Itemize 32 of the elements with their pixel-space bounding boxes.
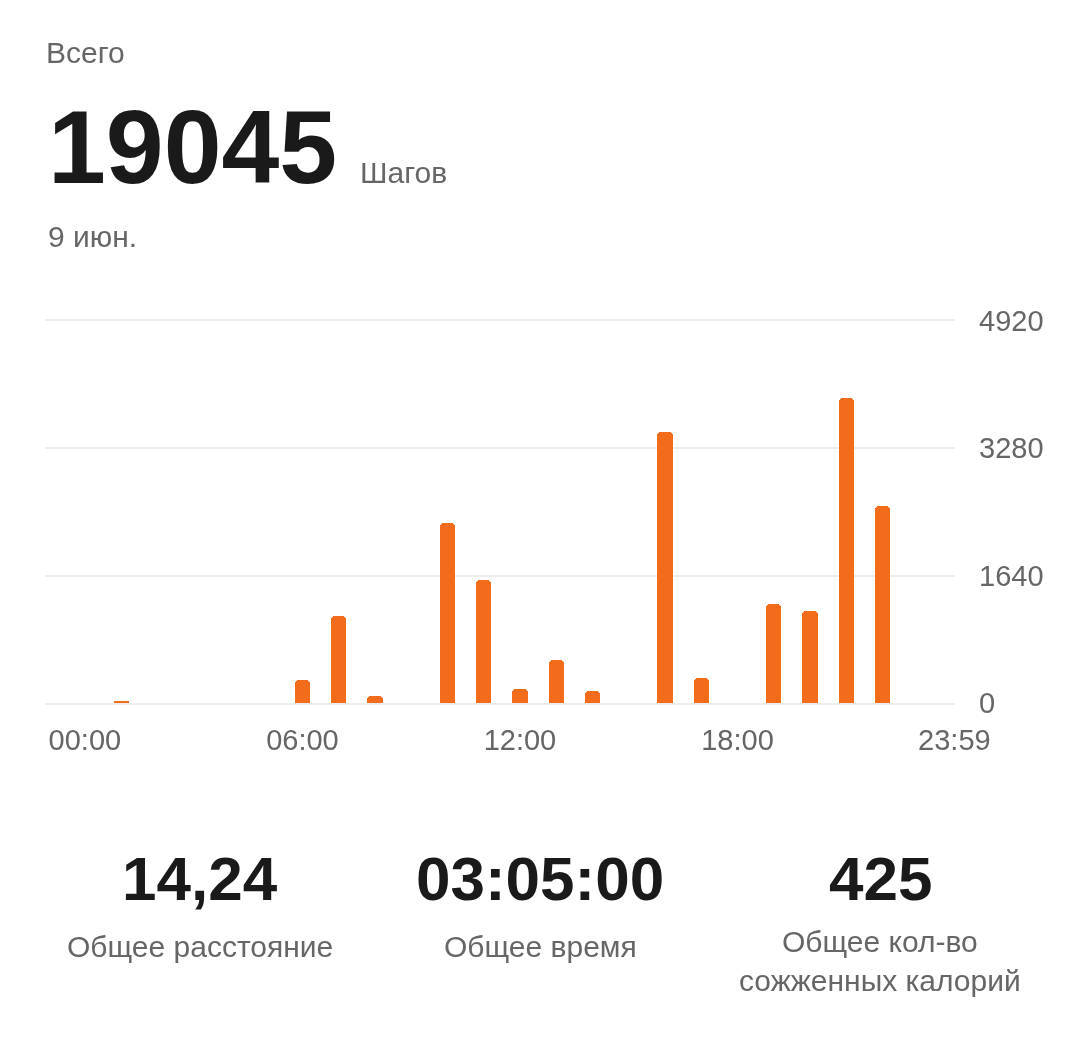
text: Общее расстояние <box>67 930 334 963</box>
text: 03:05:00 <box>416 844 665 913</box>
y-tick-label: 1640 <box>979 559 1044 592</box>
bar <box>440 523 455 703</box>
y-tick-label: 4920 <box>979 305 1044 338</box>
text: 9 июн. <box>48 220 138 253</box>
x-tick-label: 23:59 <box>918 723 991 756</box>
text: 14,24 <box>122 844 278 913</box>
bar <box>657 432 673 703</box>
x-tick-label: 00:00 <box>48 723 122 756</box>
text: Общее кол-во сожженных калорий <box>739 925 1021 997</box>
bar <box>476 580 491 703</box>
bar <box>331 616 346 703</box>
bar <box>839 398 854 703</box>
x-tick-label: 06:00 <box>266 723 339 756</box>
bar <box>295 680 310 703</box>
bar <box>875 506 890 703</box>
bar <box>512 689 528 703</box>
bar <box>585 691 600 703</box>
text: 425 <box>829 844 933 913</box>
x-tick-label: 18:00 <box>701 723 774 756</box>
text: 19045 <box>48 89 338 205</box>
bar <box>694 678 709 703</box>
bar <box>766 604 781 703</box>
text: Шагов <box>360 156 448 189</box>
y-tick-label: 0 <box>979 687 996 720</box>
y-tick-label: 3280 <box>979 432 1044 465</box>
text: Общее время <box>444 930 637 963</box>
x-tick-label: 12:00 <box>483 723 557 756</box>
bar <box>802 611 818 703</box>
bar <box>549 660 564 703</box>
chart-title: Всего <box>46 35 125 69</box>
